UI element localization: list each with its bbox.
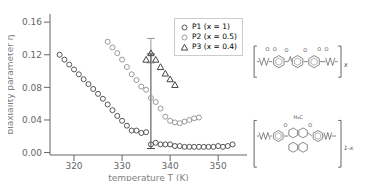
svg-text:0.12: 0.12 (22, 50, 42, 60)
svg-text:O: O (308, 122, 312, 128)
html-text:P2 (x = 0.5): P2 (x = 0.5) (192, 32, 237, 41)
svg-text:330: 330 (113, 161, 130, 171)
svg-text:O: O (303, 47, 307, 53)
svg-text:350: 350 (210, 161, 227, 171)
svg-text:biaxiality parameter η: biaxiality parameter η (8, 35, 15, 135)
svg-text:H₃C: H₃C (293, 114, 303, 120)
svg-text:0.04: 0.04 (22, 115, 42, 125)
svg-text:O: O (284, 122, 288, 128)
svg-text:0.08: 0.08 (22, 83, 42, 93)
svg-text:temperature T (K): temperature T (K) (108, 173, 189, 181)
svg-text:340: 340 (162, 161, 179, 171)
svg-text:1-x: 1-x (344, 144, 354, 151)
svg-text:0.16: 0.16 (22, 17, 42, 27)
svg-text:O: O (285, 47, 289, 53)
svg-text:320: 320 (65, 161, 82, 171)
svg-text:x: x (343, 61, 349, 69)
svg-text:O O: O O (266, 46, 277, 52)
html-text:P1 (x = 1): P1 (x = 1) (192, 22, 230, 31)
svg-text:O O: O O (317, 46, 328, 52)
svg-text:0.00: 0.00 (22, 148, 42, 158)
html-text:P3 (x = 0.4): P3 (x = 0.4) (192, 42, 237, 51)
